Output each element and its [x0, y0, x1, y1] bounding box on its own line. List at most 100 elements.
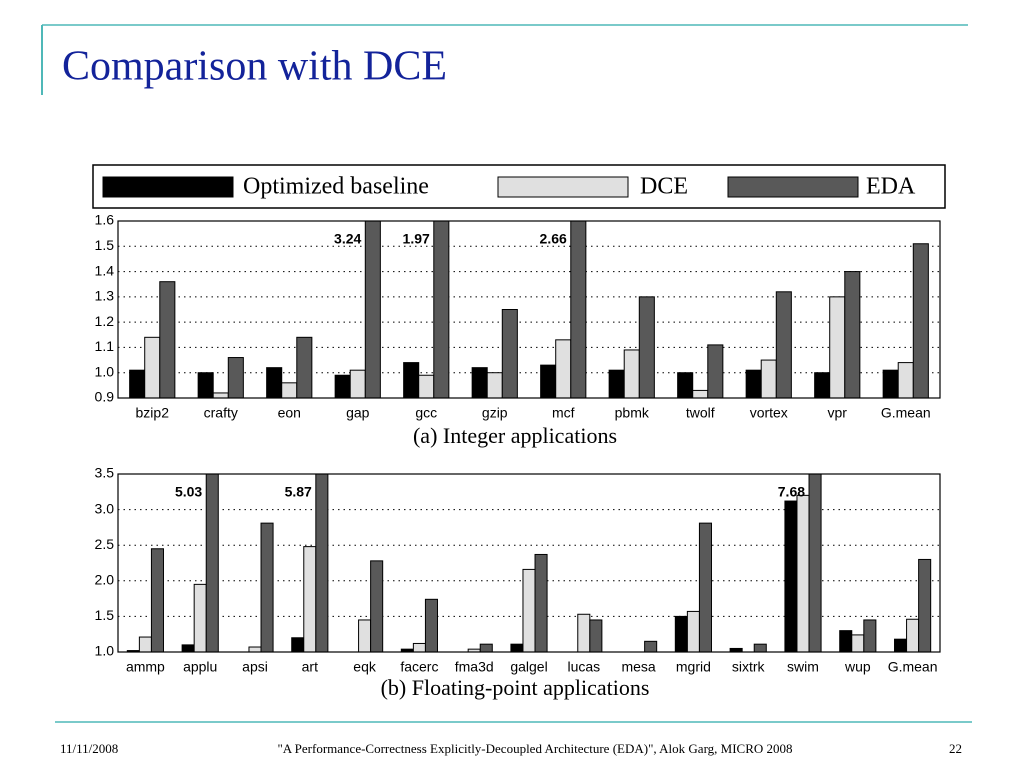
- bar: [151, 549, 163, 652]
- bar: [830, 297, 845, 398]
- bar: [639, 297, 654, 398]
- legend-swatch: [498, 177, 628, 197]
- bar: [693, 390, 708, 398]
- bar: [898, 363, 913, 398]
- bar: [754, 644, 766, 652]
- bar-value-label: 5.03: [175, 484, 202, 500]
- bar: [480, 644, 492, 652]
- legend-label: DCE: [640, 174, 688, 200]
- bar: [624, 350, 639, 398]
- legend-swatch: [728, 177, 858, 197]
- bar: [571, 221, 586, 398]
- bar: [371, 561, 383, 652]
- bar: [365, 221, 380, 398]
- bar: [556, 340, 571, 398]
- x-tick-label: wup: [844, 659, 871, 675]
- y-tick-label: 1.0: [95, 643, 115, 659]
- bar: [350, 370, 365, 398]
- x-tick-label: swim: [787, 659, 819, 675]
- y-tick-label: 0.9: [95, 389, 115, 405]
- x-tick-label: gcc: [415, 405, 437, 421]
- footer-date: 11/11/2008: [60, 741, 118, 756]
- bar: [535, 554, 547, 652]
- slide: Comparison with DCE 11/11/2008 "A Perfor…: [0, 0, 1024, 768]
- bar: [746, 370, 761, 398]
- bar: [645, 641, 657, 652]
- bar: [609, 370, 624, 398]
- bar: [130, 370, 145, 398]
- bar: [359, 620, 371, 652]
- bar: [139, 637, 151, 652]
- bar-value-label: 3.24: [334, 231, 361, 247]
- x-tick-label: vortex: [750, 405, 788, 421]
- bar: [675, 616, 687, 652]
- x-tick-label: mesa: [621, 659, 655, 675]
- bar: [511, 644, 523, 652]
- x-tick-label: gap: [346, 405, 370, 421]
- x-tick-label: crafty: [204, 405, 238, 421]
- y-tick-label: 1.5: [95, 237, 115, 253]
- bar: [815, 373, 830, 398]
- bar: [687, 611, 699, 652]
- y-tick-label: 3.0: [95, 500, 115, 516]
- y-tick-label: 1.4: [95, 262, 115, 278]
- x-tick-label: vpr: [828, 405, 848, 421]
- x-tick-label: pbmk: [615, 405, 650, 421]
- bar: [487, 373, 502, 398]
- bar: [404, 363, 419, 398]
- x-tick-label: gzip: [482, 405, 508, 421]
- bar: [809, 474, 821, 652]
- bar: [708, 345, 723, 398]
- bar: [316, 474, 328, 652]
- bar-value-label: 2.66: [540, 231, 567, 247]
- y-tick-label: 1.2: [95, 313, 115, 329]
- bar: [840, 631, 852, 652]
- x-tick-label: sixtrk: [732, 659, 766, 675]
- bar: [145, 337, 160, 398]
- bar: [304, 547, 316, 652]
- bar: [785, 501, 797, 652]
- x-tick-label: bzip2: [136, 405, 170, 421]
- x-tick-label: facerc: [400, 659, 438, 675]
- x-tick-label: lucas: [567, 659, 600, 675]
- bar: [282, 383, 297, 398]
- footer-page: 22: [949, 741, 962, 756]
- x-tick-label: ammp: [126, 659, 165, 675]
- bar: [895, 639, 907, 652]
- bar-value-label: 1.97: [403, 231, 430, 247]
- bar: [434, 221, 449, 398]
- x-tick-label: eqk: [353, 659, 377, 675]
- bar: [198, 373, 213, 398]
- bar: [590, 620, 602, 652]
- bar: [883, 370, 898, 398]
- x-tick-label: galgel: [510, 659, 547, 675]
- y-tick-label: 1.6: [95, 212, 115, 228]
- legend-swatch: [103, 177, 233, 197]
- x-tick-label: art: [302, 659, 318, 675]
- x-tick-label: twolf: [686, 405, 715, 421]
- x-tick-label: apsi: [242, 659, 268, 675]
- bar: [213, 393, 228, 398]
- bar: [267, 368, 282, 398]
- bar: [249, 647, 261, 652]
- x-tick-label: mgrid: [676, 659, 711, 675]
- bar: [845, 272, 860, 398]
- y-tick-label: 1.1: [95, 338, 115, 354]
- x-tick-label: G.mean: [881, 405, 931, 421]
- bar: [797, 495, 809, 652]
- x-tick-label: G.mean: [888, 659, 938, 675]
- chart-caption: (a) Integer applications: [413, 423, 617, 448]
- bar: [261, 523, 273, 652]
- x-tick-label: applu: [183, 659, 217, 675]
- bar: [578, 614, 590, 652]
- bar: [919, 559, 931, 652]
- bar: [182, 645, 194, 652]
- y-tick-label: 3.5: [95, 465, 115, 481]
- bar: [864, 620, 876, 652]
- footer-text: "A Performance-Correctness Explicitly-De…: [277, 741, 792, 756]
- bar: [335, 375, 350, 398]
- x-tick-label: mcf: [552, 405, 575, 421]
- bar: [678, 373, 693, 398]
- bar: [228, 358, 243, 398]
- legend-label: EDA: [866, 174, 916, 200]
